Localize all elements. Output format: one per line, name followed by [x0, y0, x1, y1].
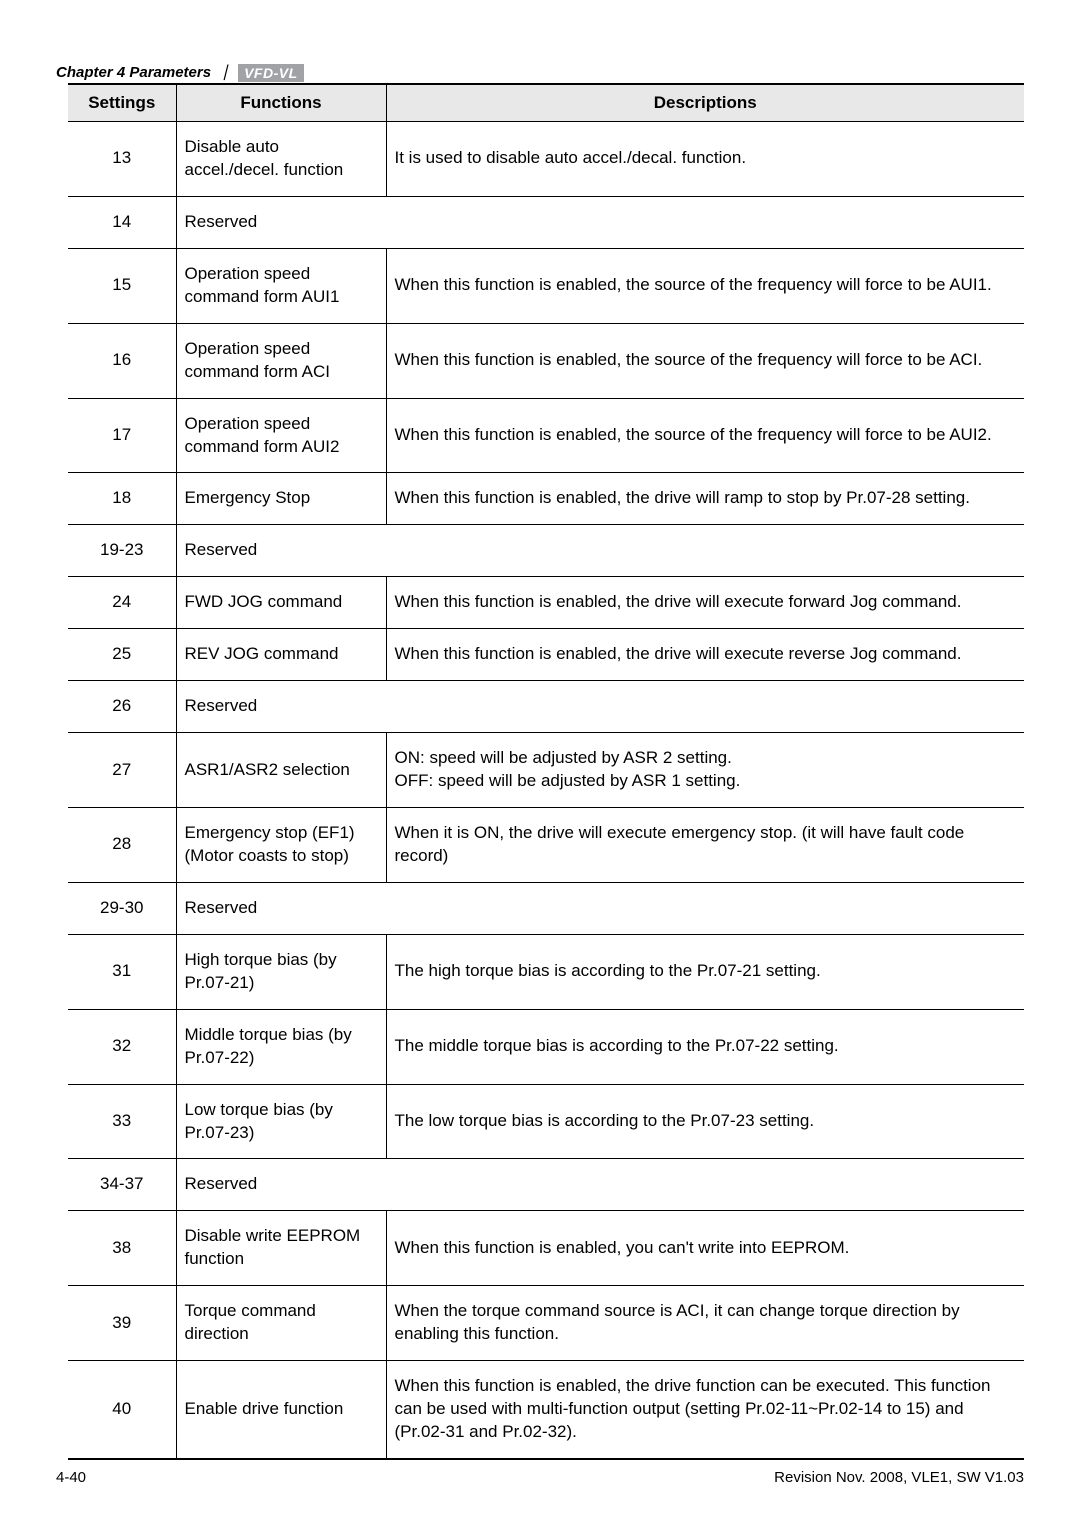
table-row: 14Reserved [68, 196, 1024, 248]
page-number: 4-40 [56, 1469, 86, 1486]
chapter-label: Chapter 4 Parameters [56, 64, 211, 81]
cell-description: When this function is enabled, the drive… [386, 1361, 1024, 1459]
cell-function: Torque command direction [176, 1286, 386, 1361]
cell-settings: 33 [68, 1084, 176, 1159]
cell-function-reserved: Reserved [176, 525, 1024, 577]
divider-pipe: ｜ [217, 62, 232, 83]
table-row: 15Operation speed command form AUI1When … [68, 248, 1024, 323]
cell-description: When this function is enabled, the sourc… [386, 248, 1024, 323]
cell-description: When this function is enabled, you can't… [386, 1211, 1024, 1286]
cell-function: Operation speed command form AUI1 [176, 248, 386, 323]
page-footer: 4-40 Revision Nov. 2008, VLE1, SW V1.03 [56, 1469, 1024, 1486]
cell-settings: 18 [68, 473, 176, 525]
cell-settings: 16 [68, 323, 176, 398]
col-functions: Functions [176, 84, 386, 122]
cell-function: Low torque bias (by Pr.07-23) [176, 1084, 386, 1159]
table-row: 31High torque bias (by Pr.07-21)The high… [68, 934, 1024, 1009]
cell-description: When it is ON, the drive will execute em… [386, 808, 1024, 883]
cell-description: When this function is enabled, the drive… [386, 577, 1024, 629]
cell-settings: 13 [68, 122, 176, 197]
table-row: 33Low torque bias (by Pr.07-23)The low t… [68, 1084, 1024, 1159]
cell-function: FWD JOG command [176, 577, 386, 629]
page: Chapter 4 Parameters ｜ VFD-VL Settings F… [0, 0, 1080, 1534]
cell-settings: 32 [68, 1009, 176, 1084]
cell-description: ON: speed will be adjusted by ASR 2 sett… [386, 733, 1024, 808]
table-row: 19-23Reserved [68, 525, 1024, 577]
cell-settings: 17 [68, 398, 176, 473]
cell-description: When the torque command source is ACI, i… [386, 1286, 1024, 1361]
table-row: 40Enable drive functionWhen this functio… [68, 1361, 1024, 1459]
cell-function-reserved: Reserved [176, 196, 1024, 248]
table-row: 34-37Reserved [68, 1159, 1024, 1211]
cell-settings: 34-37 [68, 1159, 176, 1211]
cell-function-reserved: Reserved [176, 681, 1024, 733]
cell-settings: 40 [68, 1361, 176, 1459]
parameter-table: Settings Functions Descriptions 13Disabl… [68, 83, 1024, 1460]
cell-function: REV JOG command [176, 629, 386, 681]
table-row: 17Operation speed command form AUI2When … [68, 398, 1024, 473]
cell-settings: 25 [68, 629, 176, 681]
cell-settings: 39 [68, 1286, 176, 1361]
table-row: 29-30Reserved [68, 882, 1024, 934]
cell-description: The low torque bias is according to the … [386, 1084, 1024, 1159]
cell-function: Emergency Stop [176, 473, 386, 525]
table-row: 39Torque command directionWhen the torqu… [68, 1286, 1024, 1361]
table-row: 18Emergency StopWhen this function is en… [68, 473, 1024, 525]
table-row: 26Reserved [68, 681, 1024, 733]
cell-function: ASR1/ASR2 selection [176, 733, 386, 808]
table-row: 38Disable write EEPROM functionWhen this… [68, 1211, 1024, 1286]
cell-description: When this function is enabled, the drive… [386, 629, 1024, 681]
cell-settings: 14 [68, 196, 176, 248]
table-row: 25REV JOG commandWhen this function is e… [68, 629, 1024, 681]
cell-settings: 29-30 [68, 882, 176, 934]
cell-description: When this function is enabled, the sourc… [386, 323, 1024, 398]
cell-function: Operation speed command form AUI2 [176, 398, 386, 473]
cell-settings: 24 [68, 577, 176, 629]
cell-function: Middle torque bias (by Pr.07-22) [176, 1009, 386, 1084]
col-settings: Settings [68, 84, 176, 122]
cell-function-reserved: Reserved [176, 882, 1024, 934]
cell-settings: 31 [68, 934, 176, 1009]
cell-description: The middle torque bias is according to t… [386, 1009, 1024, 1084]
cell-description: It is used to disable auto accel./decal.… [386, 122, 1024, 197]
chapter-header: Chapter 4 Parameters ｜ VFD-VL [56, 62, 1024, 83]
table-row: 32Middle torque bias (by Pr.07-22)The mi… [68, 1009, 1024, 1084]
cell-description: When this function is enabled, the drive… [386, 473, 1024, 525]
product-badge: VFD-VL [238, 64, 304, 82]
cell-function: High torque bias (by Pr.07-21) [176, 934, 386, 1009]
cell-settings: 27 [68, 733, 176, 808]
cell-description: When this function is enabled, the sourc… [386, 398, 1024, 473]
table-row: 27ASR1/ASR2 selectionON: speed will be a… [68, 733, 1024, 808]
cell-function-reserved: Reserved [176, 1159, 1024, 1211]
table-row: 24FWD JOG commandWhen this function is e… [68, 577, 1024, 629]
table-row: 16Operation speed command form ACIWhen t… [68, 323, 1024, 398]
cell-settings: 26 [68, 681, 176, 733]
col-descriptions: Descriptions [386, 84, 1024, 122]
cell-function: Disable auto accel./decel. function [176, 122, 386, 197]
cell-settings: 19-23 [68, 525, 176, 577]
table-row: 28Emergency stop (EF1) (Motor coasts to … [68, 808, 1024, 883]
cell-settings: 38 [68, 1211, 176, 1286]
cell-function: Emergency stop (EF1) (Motor coasts to st… [176, 808, 386, 883]
cell-function: Enable drive function [176, 1361, 386, 1459]
revision-info: Revision Nov. 2008, VLE1, SW V1.03 [774, 1469, 1024, 1486]
cell-settings: 15 [68, 248, 176, 323]
cell-function: Disable write EEPROM function [176, 1211, 386, 1286]
cell-function: Operation speed command form ACI [176, 323, 386, 398]
table-header-row: Settings Functions Descriptions [68, 84, 1024, 122]
cell-settings: 28 [68, 808, 176, 883]
table-row: 13Disable auto accel./decel. functionIt … [68, 122, 1024, 197]
cell-description: The high torque bias is according to the… [386, 934, 1024, 1009]
